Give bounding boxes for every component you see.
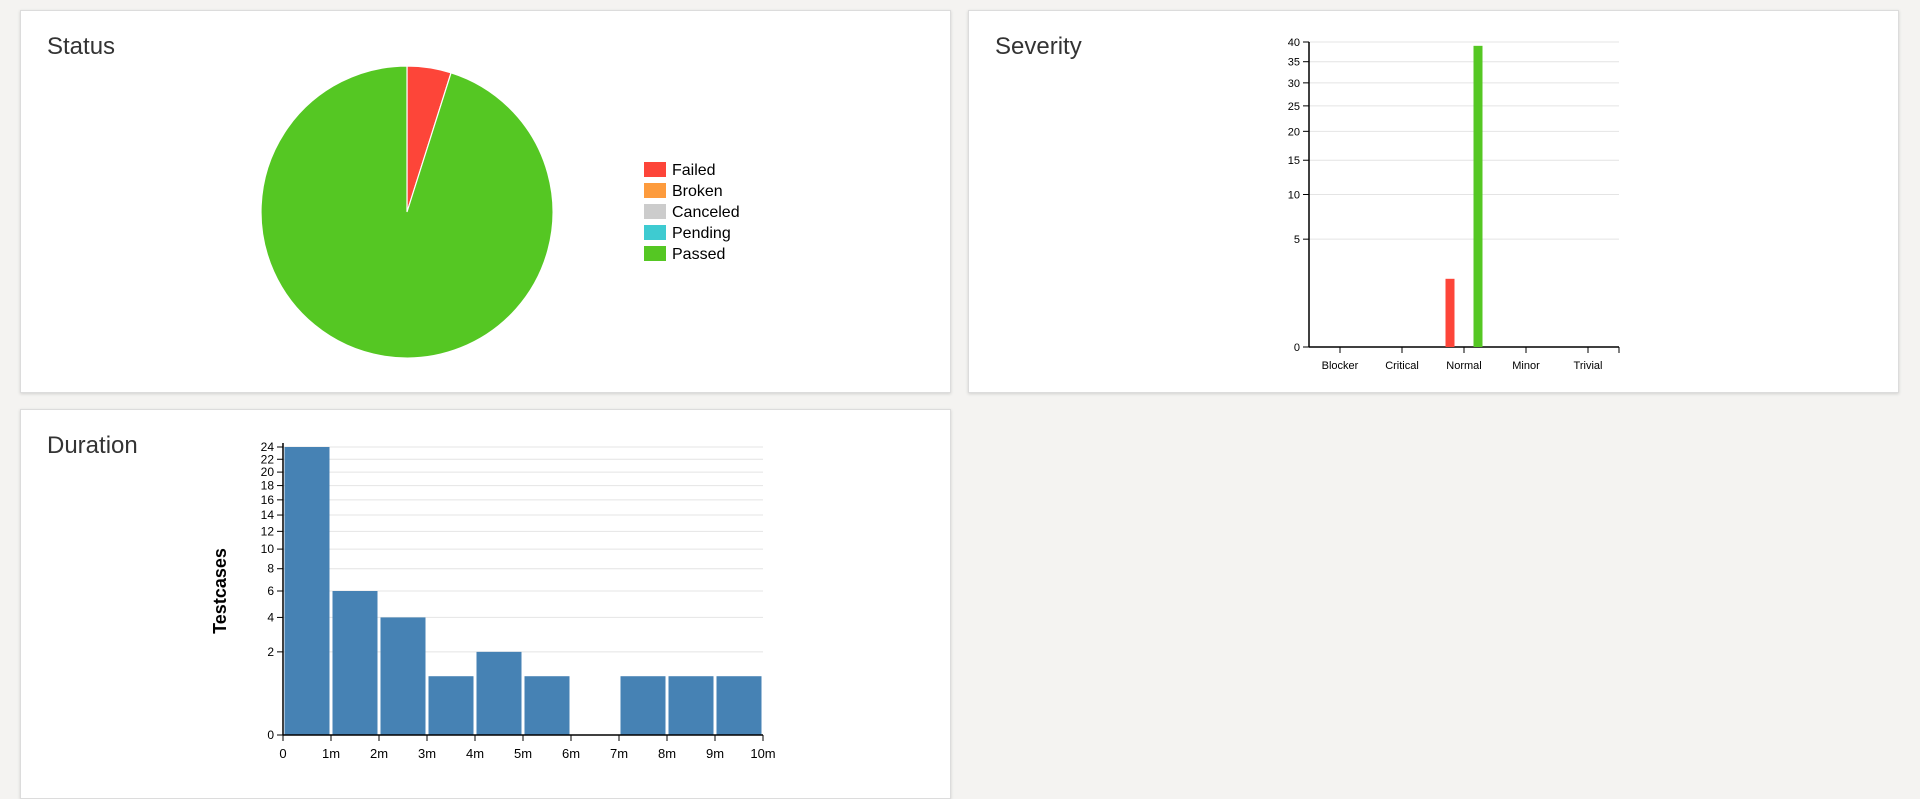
duration-x-tick-label: 3m [418,746,436,761]
severity-y-tick-label: 10 [1288,190,1300,202]
duration-bar [716,676,762,735]
legend-swatch-pending [644,225,666,240]
duration-bar [668,676,714,735]
duration-x-tick-label: 5m [514,746,532,761]
severity-x-tick-label: Normal [1446,360,1481,372]
severity-bar-chart: 0 5 10 15 20 25 30 35 40 Blocker Critical Normal Min… [1288,37,1620,372]
legend-label-failed: Failed [672,162,716,179]
duration-y-axis-label: Testcases [210,548,230,634]
severity-y-tick-label: 15 [1288,155,1300,167]
duration-x-tick-label: 6m [562,746,580,761]
severity-bar-passed-normal [1473,45,1483,347]
duration-y-tick-label: 18 [261,479,275,493]
legend-label-broken: Broken [672,183,723,200]
severity-y-tick-label: 30 [1288,78,1300,90]
duration-x-tick-label: 4m [466,746,484,761]
duration-y-tick-label: 16 [261,493,275,507]
duration-y-tick-label: 22 [261,452,275,466]
duration-x-tick-label: 2m [370,746,388,761]
status-pie-chart: Failed Broken Canceled Pending Passed [260,65,740,359]
status-panel: Status Failed Broken Canceled Pending Passed [20,10,951,393]
legend-swatch-broken [644,183,666,198]
duration-y-tick-label: 4 [267,610,274,624]
duration-bar [524,676,570,735]
duration-x-tick-label: 1m [322,746,340,761]
duration-panel: Duration 0 2 4 6 8 10 12 14 16 18 20 22 24 0 1m 2m 3m 4m 5… [20,409,951,799]
legend-swatch-canceled [644,204,666,219]
severity-title: Severity [995,33,1082,60]
severity-x-tick-label: Critical [1385,360,1419,372]
duration-bar [476,651,522,735]
legend-label-canceled: Canceled [672,204,740,221]
duration-bar [620,676,666,735]
duration-x-tick-label: 0 [279,746,286,761]
legend-swatch-passed [644,246,666,261]
pie-slice-passed [260,65,554,359]
severity-y-tick-label: 35 [1288,57,1300,69]
severity-x-tick-label: Blocker [1322,360,1359,372]
legend-swatch-failed [644,162,666,177]
duration-y-tick-label: 2 [267,645,274,659]
duration-y-tick-label: 0 [267,728,274,742]
severity-y-tick-label: 40 [1288,37,1300,49]
severity-y-tick-label: 0 [1294,342,1300,354]
duration-x-tick-label: 9m [706,746,724,761]
legend-label-pending: Pending [672,225,731,242]
severity-panel: Severity 0 5 10 15 20 25 30 35 40 Blocker Critical… [968,10,1899,393]
duration-y-tick-label: 14 [261,508,275,522]
duration-bar [428,676,474,735]
duration-title: Duration [47,432,138,459]
duration-bar [380,617,426,735]
severity-y-tick-label: 20 [1288,126,1300,138]
duration-bar [332,591,378,735]
duration-y-tick-label: 6 [267,584,274,598]
severity-y-tick-label: 25 [1288,101,1300,113]
severity-x-tick-label: Trivial [1574,360,1603,372]
duration-y-tick-label: 8 [267,562,274,576]
duration-x-tick-label: 8m [658,746,676,761]
duration-y-tick-label: 12 [261,524,275,538]
duration-y-tick-label: 10 [261,542,275,556]
severity-x-tick-label: Minor [1512,360,1540,372]
duration-y-tick-label: 24 [261,440,275,454]
status-title: Status [47,33,116,60]
duration-x-tick-label: 7m [610,746,628,761]
duration-y-tick-label: 20 [261,465,275,479]
severity-bar-failed-normal [1445,278,1455,347]
severity-y-tick-label: 5 [1294,234,1300,246]
duration-x-tick-label: 10m [750,746,775,761]
duration-bar [284,447,330,735]
legend-label-passed: Passed [672,246,725,263]
